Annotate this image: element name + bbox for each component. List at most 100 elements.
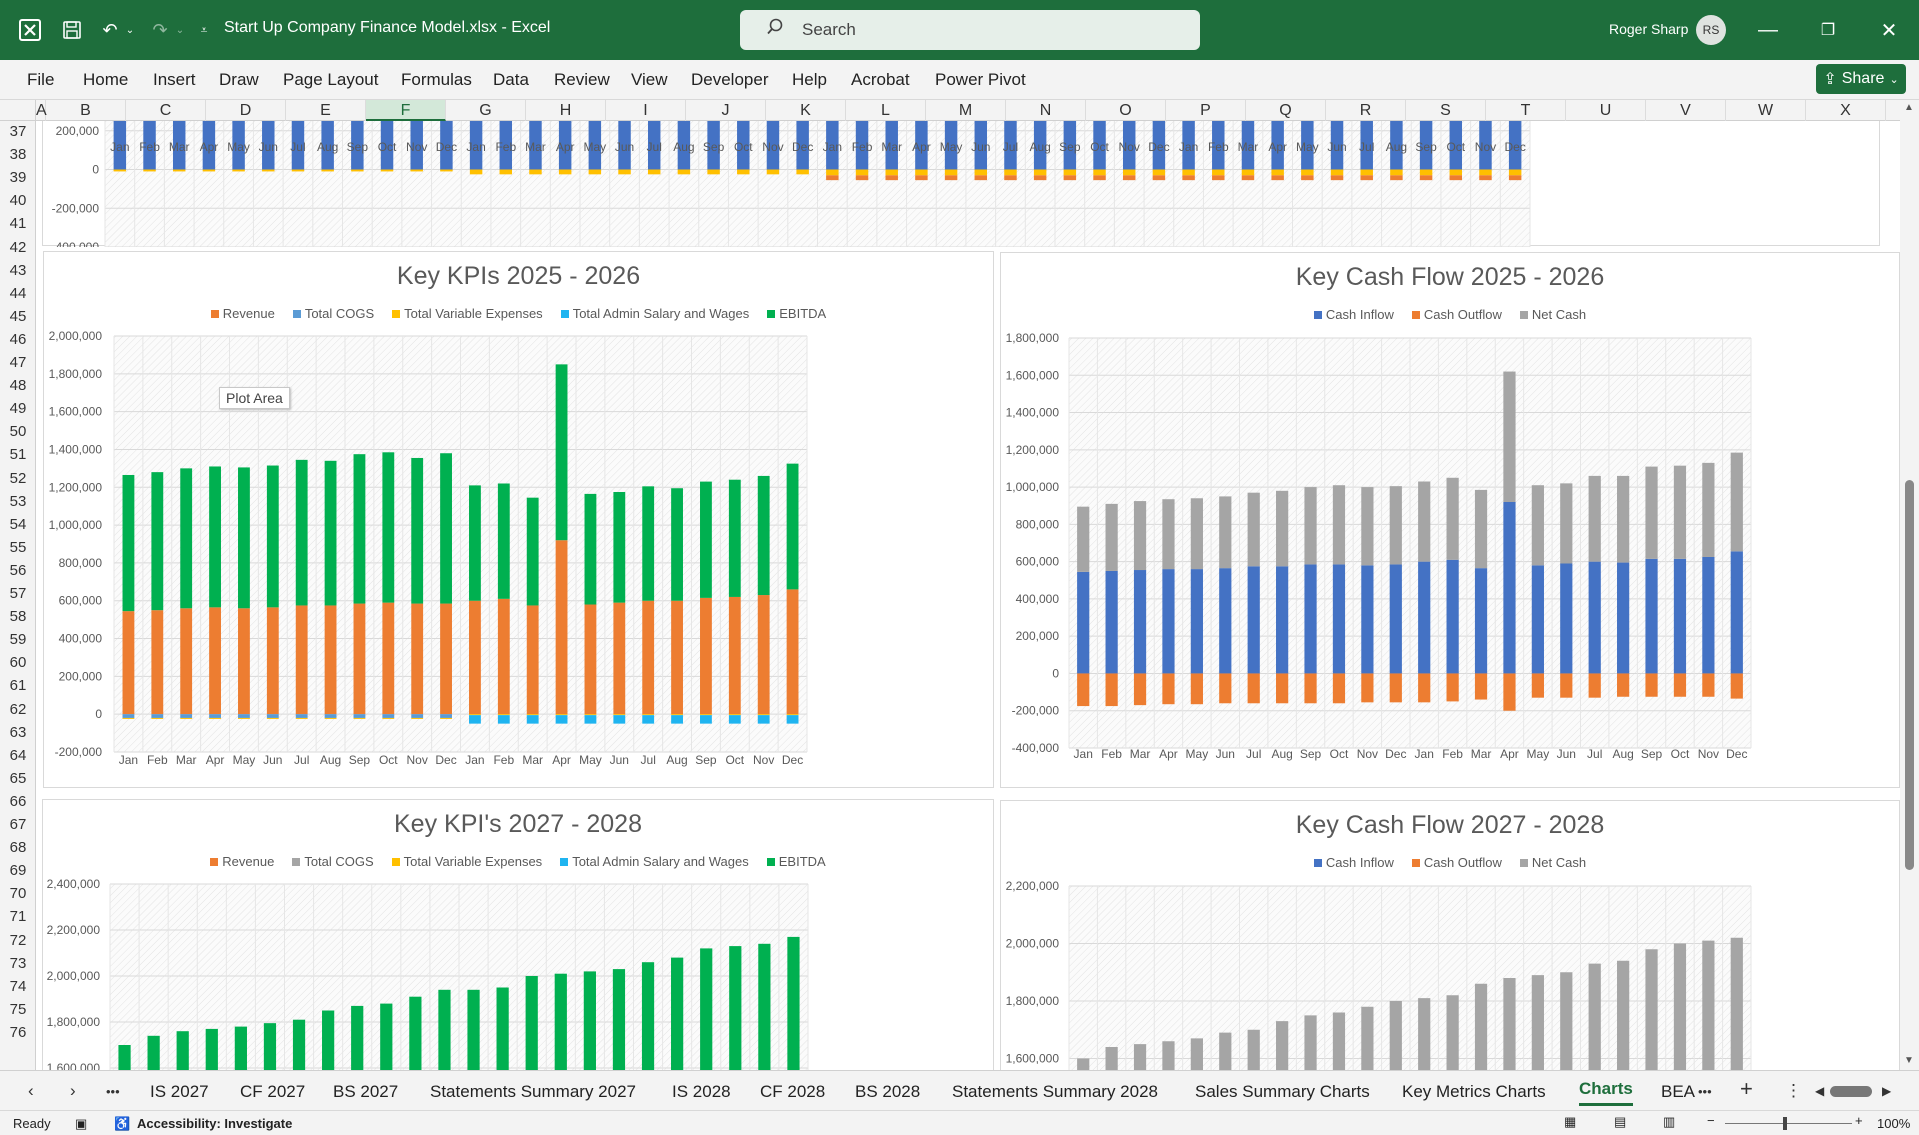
column-header-d[interactable]: D: [206, 100, 286, 121]
row-header-45[interactable]: 45: [9, 307, 27, 325]
row-header-63[interactable]: 63: [9, 723, 27, 741]
row-header-55[interactable]: 55: [9, 538, 27, 556]
column-header-m[interactable]: M: [926, 100, 1006, 121]
row-header-76[interactable]: 76: [9, 1023, 27, 1041]
column-header-c[interactable]: C: [126, 100, 206, 121]
prev-sheet-icon[interactable]: ‹: [28, 1081, 34, 1100]
close-icon[interactable]: ✕: [1880, 19, 1898, 42]
row-header-56[interactable]: 56: [9, 561, 27, 579]
worksheet-grid[interactable]: 400,000 200,000 0 -200,000 -400,000 Jan Feb Mar…: [36, 121, 1900, 1070]
sheet-tab-charts[interactable]: Charts: [1579, 1079, 1633, 1106]
tab-insert[interactable]: Insert: [153, 70, 196, 89]
tab-formulas[interactable]: Formulas: [401, 70, 472, 89]
row-header-42[interactable]: 42: [9, 238, 27, 256]
row-header-51[interactable]: 51: [9, 446, 27, 464]
column-header-a[interactable]: A: [36, 100, 47, 121]
row-header-39[interactable]: 39: [9, 169, 27, 187]
row-header-53[interactable]: 53: [9, 492, 27, 510]
tab-file[interactable]: File: [27, 70, 55, 89]
search-box[interactable]: Search: [740, 10, 1200, 50]
zoom-slider[interactable]: [1725, 1123, 1852, 1124]
column-header-w[interactable]: W: [1726, 100, 1806, 121]
redo-dropdown-icon[interactable]: ⌄: [175, 24, 185, 36]
sheet-tab-statements-summary-2028[interactable]: Statements Summary 2028: [952, 1082, 1158, 1101]
tab-acrobat[interactable]: Acrobat: [851, 70, 910, 89]
next-sheet-icon[interactable]: ›: [70, 1081, 76, 1100]
zoom-level[interactable]: 100%: [1877, 1116, 1911, 1131]
row-header-59[interactable]: 59: [9, 631, 27, 649]
row-header-71[interactable]: 71: [9, 908, 27, 926]
row-header-48[interactable]: 48: [9, 377, 27, 395]
accessibility-status[interactable]: Accessibility: Investigate: [137, 1116, 293, 1131]
column-header-f[interactable]: F: [366, 100, 446, 121]
column-header-n[interactable]: N: [1006, 100, 1086, 121]
row-header-43[interactable]: 43: [9, 261, 27, 279]
row-header-70[interactable]: 70: [9, 885, 27, 903]
tab-data[interactable]: Data: [493, 70, 529, 89]
zoom-out-icon[interactable]: −: [1707, 1113, 1715, 1128]
zoom-in-icon[interactable]: +: [1855, 1113, 1863, 1128]
select-all-corner[interactable]: [0, 100, 36, 121]
tab-help[interactable]: Help: [792, 70, 827, 89]
sheet-tab-cf-2027[interactable]: CF 2027: [240, 1082, 306, 1101]
column-header-j[interactable]: J: [686, 100, 766, 121]
row-header-47[interactable]: 47: [9, 354, 27, 371]
chart-top-partial[interactable]: 400,000200,0000-200,000-400,000JanFebMar…: [42, 121, 1880, 254]
hscroll-left-icon[interactable]: ◀: [1815, 1084, 1825, 1098]
sheet-options-icon[interactable]: ⋮: [1785, 1081, 1802, 1100]
column-header-q[interactable]: Q: [1246, 100, 1326, 121]
zoom-slider-thumb[interactable]: [1783, 1117, 1787, 1130]
row-header-41[interactable]: 41: [9, 215, 27, 233]
tab-home[interactable]: Home: [83, 70, 129, 89]
hscroll-right-icon[interactable]: ▶: [1882, 1084, 1892, 1098]
sheet-tab-bs-2027[interactable]: BS 2027: [333, 1082, 399, 1101]
scroll-up-icon[interactable]: ▲: [1904, 102, 1914, 113]
row-header-62[interactable]: 62: [9, 700, 27, 718]
sheet-tab-is-2028[interactable]: IS 2028: [672, 1082, 731, 1101]
user-name[interactable]: Roger Sharp: [1609, 21, 1689, 37]
column-header-h[interactable]: H: [526, 100, 606, 121]
column-header-b[interactable]: B: [46, 100, 126, 121]
horizontal-scrollbar-thumb[interactable]: [1830, 1086, 1872, 1097]
customize-toolbar-icon[interactable]: ⩡: [200, 22, 208, 37]
undo-icon[interactable]: ↶: [102, 19, 118, 40]
row-header-58[interactable]: 58: [9, 608, 27, 626]
row-header-38[interactable]: 38: [9, 146, 27, 164]
share-button[interactable]: ⇪ Share ⌄: [1816, 64, 1906, 94]
column-header-p[interactable]: P: [1166, 100, 1246, 121]
row-header-40[interactable]: 40: [9, 192, 27, 210]
row-header-74[interactable]: 74: [9, 977, 27, 995]
column-header-k[interactable]: K: [766, 100, 846, 121]
normal-view-icon[interactable]: ▦: [1564, 1114, 1577, 1129]
sheet-tab-key-metrics-charts[interactable]: Key Metrics Charts: [1402, 1082, 1546, 1101]
sheet-tab-sales-summary-charts[interactable]: Sales Summary Charts: [1195, 1082, 1370, 1101]
row-header-68[interactable]: 68: [9, 839, 27, 857]
row-header-72[interactable]: 72: [9, 931, 27, 949]
tab-view[interactable]: View: [631, 70, 668, 89]
row-header-66[interactable]: 66: [9, 792, 27, 810]
tab-review[interactable]: Review: [554, 70, 610, 89]
add-sheet-button[interactable]: +: [1740, 1076, 1753, 1101]
row-header-69[interactable]: 69: [9, 862, 27, 880]
tab-page-layout[interactable]: Page Layout: [283, 70, 379, 89]
sheet-tab-cf-2028[interactable]: CF 2028: [760, 1082, 826, 1101]
restore-icon[interactable]: ❐: [1820, 22, 1836, 39]
chart-key-cash-flow-2025-2026[interactable]: Key Cash Flow 2025 - 2026 Cash Inflow Cas…: [1000, 252, 1900, 788]
row-header-61[interactable]: 61: [9, 677, 27, 695]
sheet-tab-statements-summary-2027[interactable]: Statements Summary 2027: [430, 1082, 636, 1101]
minimize-icon[interactable]: —: [1758, 18, 1778, 41]
row-header-44[interactable]: 44: [9, 284, 27, 302]
row-header-65[interactable]: 65: [9, 769, 27, 787]
sheet-tab-bea[interactable]: BEA: [1661, 1082, 1696, 1101]
row-header-73[interactable]: 73: [9, 954, 27, 972]
column-header-u[interactable]: U: [1566, 100, 1646, 121]
save-icon[interactable]: [58, 16, 86, 44]
row-header-50[interactable]: 50: [9, 423, 27, 441]
column-header-o[interactable]: O: [1086, 100, 1166, 121]
more-sheets-left-button[interactable]: •••: [106, 1084, 120, 1099]
sheet-tab-is-2027[interactable]: IS 2027: [150, 1082, 209, 1101]
row-header-52[interactable]: 52: [9, 469, 27, 487]
tab-developer[interactable]: Developer: [691, 70, 769, 89]
column-header-s[interactable]: S: [1406, 100, 1486, 121]
row-header-57[interactable]: 57: [9, 585, 27, 602]
